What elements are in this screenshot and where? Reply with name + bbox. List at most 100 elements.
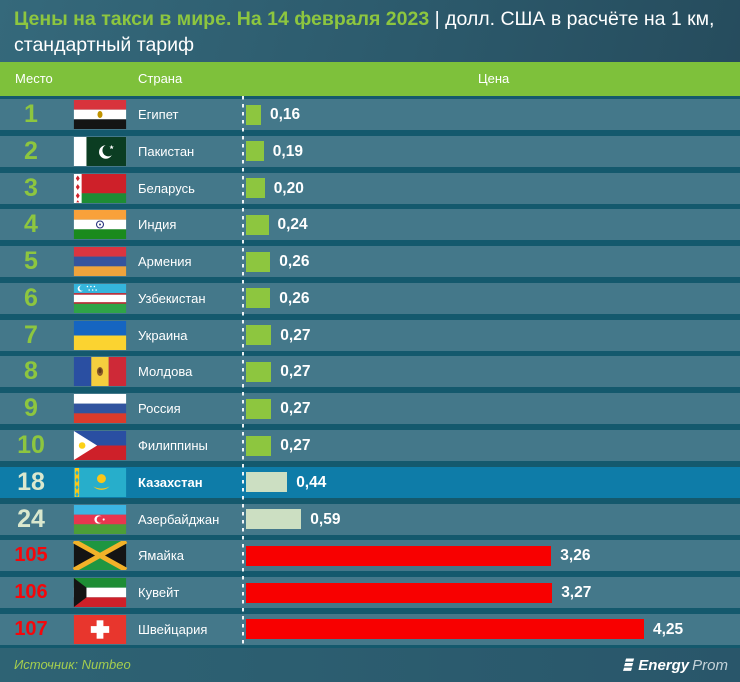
- price-value: 0,26: [279, 289, 310, 307]
- table-row: 8 Молдова 0,27: [0, 356, 740, 388]
- moldova-flag-icon: [72, 357, 128, 387]
- country-label: Пакистан: [138, 143, 195, 159]
- rank-cell: 1: [24, 100, 38, 128]
- country-label: Швейцария: [138, 621, 208, 637]
- header-country: Страна: [138, 71, 183, 86]
- header-price: Цена: [478, 71, 510, 86]
- price-value: 0,27: [280, 437, 311, 455]
- rank-cell: 18: [17, 467, 45, 496]
- country-label: Индия: [138, 217, 177, 233]
- rank-cell: 10: [17, 431, 45, 460]
- column-header-band: Место Страна Цена: [0, 62, 740, 96]
- price-value: 0,24: [277, 216, 308, 234]
- title-bar: Цены на такси в мире. На 14 февраля 2023…: [0, 0, 740, 62]
- azerbaijan-flag-icon: [72, 504, 128, 534]
- ukraine-flag-icon: [72, 320, 128, 350]
- rank-cell: 105: [14, 544, 48, 567]
- country-label: Россия: [138, 401, 181, 417]
- energyprom-logo: Energy Prom: [620, 648, 728, 682]
- price-bar: [246, 251, 271, 272]
- page-title-units: | долл. США в расчёте на 1 км,: [429, 8, 715, 30]
- price-bar: [246, 398, 272, 419]
- pakistan-flag-icon: [72, 136, 128, 166]
- table-row: 5 Армения 0,26: [0, 246, 740, 278]
- table-row: 6 Узбекистан 0,26: [0, 282, 740, 314]
- source-label: Источник: Numbeo: [14, 657, 131, 672]
- price-value: 0,27: [280, 363, 311, 381]
- price-value: 0,26: [279, 253, 310, 271]
- price-bar: [246, 545, 552, 566]
- price-value: 0,44: [296, 473, 327, 491]
- kazakhstan-flag-icon: [72, 467, 128, 497]
- country-label: Египет: [138, 107, 179, 122]
- table-row: 18 Казахстан 0,44: [0, 466, 740, 498]
- page-title-units-line2: стандартный тариф: [14, 34, 195, 56]
- price-value: 0,27: [280, 400, 311, 418]
- rank-cell: 6: [24, 283, 38, 312]
- table-row: 106 Кувейт 3,27: [0, 577, 740, 609]
- table-row: 9 Россия 0,27: [0, 393, 740, 425]
- baseline-dashed-line: [242, 96, 244, 648]
- brand-name-bold: Energy: [638, 656, 690, 674]
- price-bar: [246, 141, 264, 162]
- table-row: 105 Ямайка 3,26: [0, 540, 740, 572]
- price-bar: [246, 178, 265, 199]
- uzbekistan-flag-icon: [72, 283, 128, 313]
- price-bar: [246, 104, 261, 125]
- armenia-flag-icon: [72, 247, 128, 277]
- table-row: 2 Пакистан 0,19: [0, 135, 740, 167]
- price-bar: [246, 582, 553, 603]
- price-value: 0,27: [280, 326, 311, 344]
- country-label: Филиппины: [138, 438, 208, 454]
- table-row: 1 Египет 0,16: [0, 99, 740, 130]
- price-value: 0,19: [272, 142, 303, 160]
- price-bar: [246, 472, 288, 493]
- rank-cell: 106: [14, 581, 48, 604]
- belarus-flag-icon: [72, 173, 128, 203]
- rank-cell: 8: [24, 357, 38, 386]
- price-value: 0,59: [310, 510, 341, 528]
- table-row: 7 Украина 0,27: [0, 319, 740, 351]
- country-label: Кувейт: [138, 585, 180, 601]
- table-row: 3 Беларусь 0,20: [0, 172, 740, 204]
- rank-cell: 4: [24, 210, 38, 239]
- country-label: Молдова: [138, 364, 193, 380]
- egypt-flag-icon: [72, 100, 128, 129]
- table-row: 24 Азербайджан 0,59: [0, 503, 740, 535]
- russia-flag-icon: [72, 394, 128, 424]
- price-value: 0,16: [270, 106, 301, 123]
- price-bar: [246, 325, 272, 346]
- rank-cell: 9: [24, 394, 38, 423]
- switzerland-flag-icon: [72, 614, 128, 644]
- header-rank: Место: [15, 71, 53, 86]
- kuwait-flag-icon: [72, 578, 128, 608]
- price-bar: [246, 435, 272, 456]
- rank-cell: 7: [24, 320, 38, 349]
- philippines-flag-icon: [72, 431, 128, 461]
- price-bar: [246, 361, 272, 382]
- table-row: 4 Индия 0,24: [0, 209, 740, 241]
- rank-cell: 107: [14, 617, 48, 640]
- country-label: Ямайка: [138, 548, 185, 564]
- price-value: 3,27: [561, 584, 592, 602]
- page-title-highlight: Цены на такси в мире. На 14 февраля 2023: [14, 8, 430, 30]
- jamaica-flag-icon: [72, 541, 128, 571]
- price-value: 4,25: [653, 620, 684, 638]
- price-value: 0,20: [273, 179, 304, 197]
- rank-cell: 3: [24, 173, 38, 202]
- rank-cell: 2: [24, 136, 38, 165]
- table-row: 107 Швейцария 4,25: [0, 613, 740, 645]
- price-bar: [246, 288, 271, 309]
- energyprom-logo-icon: [620, 657, 635, 673]
- price-bar: [246, 509, 302, 530]
- table-row: 10 Филиппины 0,27: [0, 430, 740, 462]
- table-rows: 1 Египет 0,16 2 Пакистан 0,19 3 Беларусь…: [0, 96, 740, 648]
- country-label: Беларусь: [138, 180, 195, 196]
- country-label: Азербайджан: [138, 511, 220, 527]
- footer-bar: Источник: Numbeo Energy Prom: [0, 648, 740, 682]
- country-label: Узбекистан: [138, 290, 206, 306]
- rank-cell: 24: [17, 504, 45, 533]
- country-label: Армения: [138, 254, 192, 270]
- price-bar: [246, 619, 644, 640]
